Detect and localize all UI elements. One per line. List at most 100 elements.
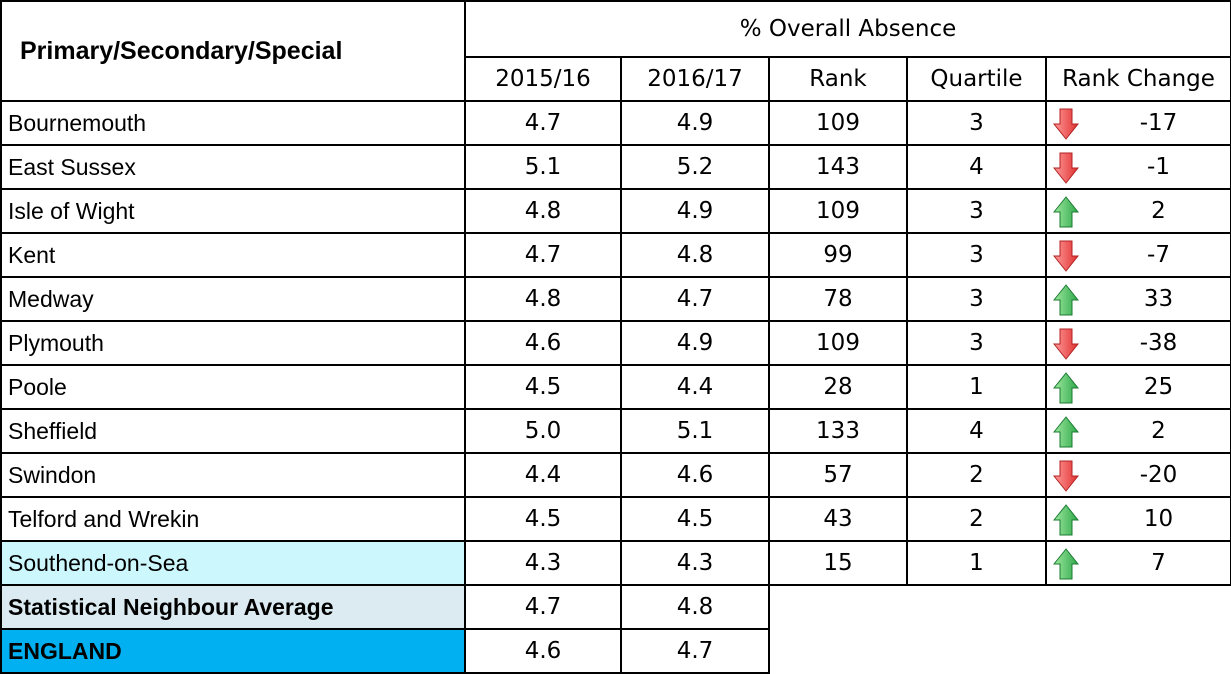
cell-value: 10 [1143, 506, 1174, 532]
cell-value: 4.3 [620, 540, 770, 586]
row-name: Poole [0, 364, 466, 410]
cell-value: 5.2 [620, 144, 770, 190]
cell-value: -1 [1147, 154, 1170, 180]
table-row: Swindon 4.4 4.6 57 2 -20 [0, 452, 1231, 498]
cell-value: 4.8 [464, 188, 622, 234]
cell-value: 5.0 [464, 408, 622, 454]
cell-value: 1 [906, 364, 1047, 410]
cell-value: 133 [768, 408, 908, 454]
table-row: East Sussex 5.1 5.2 143 4 -1 [0, 144, 1231, 190]
up-arrow [1053, 284, 1079, 316]
table-row: Southend-on-Sea 4.3 4.3 15 1 7 [0, 540, 1231, 586]
rank-change-cell: 7 [1045, 540, 1231, 586]
row-name: Plymouth [0, 320, 466, 366]
cell-value: 4 [906, 144, 1047, 190]
header-row: Primary/Secondary/Special % Overall Abse… [0, 0, 1231, 102]
down-arrow [1053, 152, 1079, 184]
table-row: Bournemouth 4.7 4.9 109 3 -17 [0, 100, 1231, 146]
rank-change-cell: 33 [1045, 276, 1231, 322]
cell-value: 5.1 [620, 408, 770, 454]
rank-change-cell: -17 [1045, 100, 1231, 146]
row-name: Bournemouth [0, 100, 466, 146]
rank-change-cell: 2 [1045, 408, 1231, 454]
row-name: Isle of Wight [0, 188, 466, 234]
cell-value: 33 [1143, 286, 1174, 312]
cell-value: 4.7 [464, 232, 622, 278]
cell-value: 4.5 [464, 496, 622, 542]
down-arrow [1053, 240, 1079, 272]
table-row: ENGLAND 4.6 4.7 [0, 628, 1231, 674]
cell-value: 4.9 [620, 188, 770, 234]
row-name: Telford and Wrekin [0, 496, 466, 542]
row-name: Swindon [0, 452, 466, 498]
row-name: Medway [0, 276, 466, 322]
cell-value: 4.3 [464, 540, 622, 586]
cell-value: 3 [906, 276, 1047, 322]
cell-value: 28 [768, 364, 908, 410]
cell-value: 4.7 [620, 276, 770, 322]
row-name: East Sussex [0, 144, 466, 190]
cell-value: 109 [768, 188, 908, 234]
cell-value: -38 [1139, 330, 1178, 356]
row-name: Southend-on-Sea [0, 540, 466, 586]
column-header: Rank Change [1045, 56, 1231, 102]
cell-value: 1 [906, 540, 1047, 586]
table-row: Poole 4.5 4.4 28 1 25 [0, 364, 1231, 410]
rank-change-cell: -38 [1045, 320, 1231, 366]
table-row: Kent 4.7 4.8 99 3 -7 [0, 232, 1231, 278]
cell-value: 3 [906, 188, 1047, 234]
cell-value: 4 [906, 408, 1047, 454]
cell-value: 43 [768, 496, 908, 542]
column-header: Quartile [906, 56, 1047, 102]
table-row: Sheffield 5.0 5.1 133 4 2 [0, 408, 1231, 454]
up-arrow [1053, 372, 1079, 404]
cell-value: 2 [1151, 418, 1166, 444]
cell-value: 2 [1151, 198, 1166, 224]
cell-value: 4.4 [464, 452, 622, 498]
row-name: Kent [0, 232, 466, 278]
up-arrow [1053, 196, 1079, 228]
table-row: Telford and Wrekin 4.5 4.5 43 2 10 [0, 496, 1231, 542]
up-arrow [1053, 504, 1079, 536]
column-header: Rank [768, 56, 908, 102]
cell-value: 7 [1151, 550, 1166, 576]
cell-value: 4.4 [620, 364, 770, 410]
cell-value: 3 [906, 320, 1047, 366]
up-arrow [1053, 416, 1079, 448]
column-header: 2016/17 [620, 56, 770, 102]
cell-value: 3 [906, 232, 1047, 278]
cell-value: 15 [768, 540, 908, 586]
cell-value: 4.8 [620, 584, 770, 630]
cell-value: 4.7 [464, 584, 622, 630]
up-arrow [1053, 548, 1079, 580]
table-row: Isle of Wight 4.8 4.9 109 3 2 [0, 188, 1231, 234]
table-row: Statistical Neighbour Average 4.7 4.8 [0, 584, 1231, 630]
cell-value: 4.8 [464, 276, 622, 322]
header-group: % Overall Absence [464, 0, 1231, 58]
cell-value: 4.7 [464, 100, 622, 146]
row-name: Statistical Neighbour Average [0, 584, 466, 630]
table-row: Medway 4.8 4.7 78 3 33 [0, 276, 1231, 322]
cell-value: 109 [768, 320, 908, 366]
rank-change-cell: 2 [1045, 188, 1231, 234]
cell-value: 4.8 [620, 232, 770, 278]
cell-value: 3 [906, 100, 1047, 146]
cell-value: -20 [1139, 462, 1178, 488]
cell-value: 4.9 [620, 100, 770, 146]
cell-value: -7 [1147, 242, 1170, 268]
cell-value: 4.5 [620, 496, 770, 542]
cell-value: 143 [768, 144, 908, 190]
cell-value: 4.6 [464, 320, 622, 366]
down-arrow [1053, 328, 1079, 360]
rank-change-cell: 25 [1045, 364, 1231, 410]
cell-value: 78 [768, 276, 908, 322]
header-row: 2015/16 2016/17 Rank Quartile Rank Change [1, 56, 1231, 102]
cell-value: 25 [1143, 374, 1174, 400]
down-arrow [1053, 460, 1079, 492]
cell-value: 4.9 [620, 320, 770, 366]
table-row: Plymouth 4.6 4.9 109 3 -38 [0, 320, 1231, 366]
column-header: 2015/16 [464, 56, 622, 102]
cell-value: 4.6 [620, 452, 770, 498]
